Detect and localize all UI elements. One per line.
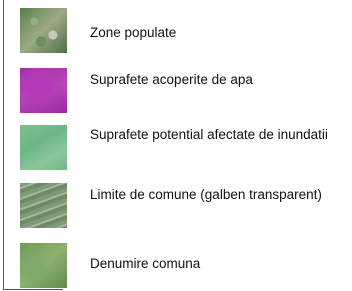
legend-swatch [20, 183, 67, 228]
legend-frame [3, 0, 4, 289]
legend-label: Zone populate [90, 24, 340, 42]
legend-label: Limite de comune (galben transparent) [90, 186, 340, 204]
legend-swatch [20, 243, 67, 288]
legend-swatch [20, 125, 67, 170]
legend-frame-bottom [3, 289, 63, 290]
legend-label: Denumire comuna [90, 255, 340, 273]
legend-label: Suprafete potential afectate de inundati… [90, 126, 340, 144]
map-legend: Zone populate Suprafete acoperite de apa S… [0, 0, 352, 291]
legend-label: Suprafete acoperite de apa [90, 71, 340, 89]
legend-swatch [20, 68, 67, 113]
legend-swatch [20, 8, 67, 53]
